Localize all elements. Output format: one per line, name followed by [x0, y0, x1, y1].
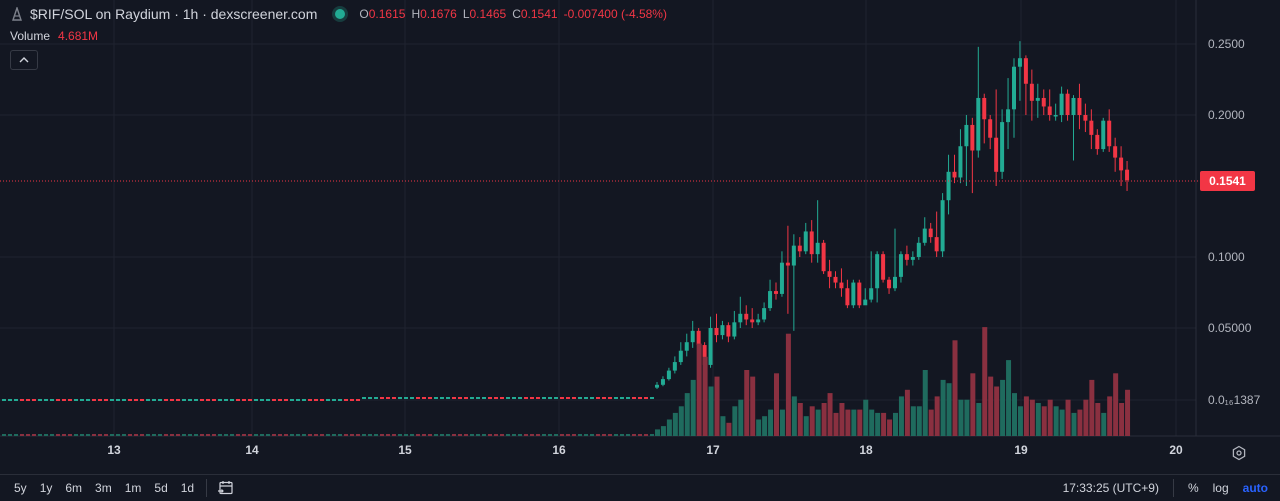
chart-settings-gear-icon[interactable] — [1231, 445, 1247, 461]
range-3m-button[interactable]: 3m — [95, 481, 112, 495]
range-1y-button[interactable]: 1y — [39, 481, 53, 495]
chart-title: $RIF/SOL on Raydium · 1h · dexscreener.c… — [30, 6, 318, 22]
volume-legend: Volume 4.681M — [10, 29, 98, 43]
open-label: O — [359, 7, 369, 21]
ohlc-values: O0.1615 H0.1676 L0.1465 C0.1541 -0.00740… — [359, 7, 667, 21]
time-tick: 17 — [706, 443, 720, 457]
time-tick: 14 — [245, 443, 259, 457]
bottom-toolbar: 5y 1y 6m 3m 1m 5d 1d 17:33:25 (UTC+9) % … — [0, 474, 1280, 501]
toolbar-divider — [206, 479, 208, 497]
go-to-date-calendar-icon[interactable] — [217, 479, 235, 497]
high-value: 0.1676 — [420, 7, 457, 21]
market-open-status-icon — [335, 9, 346, 19]
price-tick: 0.0₁₆1387 — [1208, 393, 1261, 407]
toolbar-divider — [1172, 479, 1174, 497]
time-tick: 15 — [398, 443, 412, 457]
close-label: C — [512, 7, 521, 21]
chart-legend: $RIF/SOL on Raydium · 1h · dexscreener.c… — [10, 6, 667, 22]
range-5d-button[interactable]: 5d — [154, 481, 168, 495]
percent-scale-toggle[interactable]: % — [1187, 481, 1199, 495]
log-scale-toggle[interactable]: log — [1212, 481, 1229, 495]
auto-scale-toggle[interactable]: auto — [1242, 481, 1268, 495]
chevron-up-icon — [19, 57, 29, 63]
volume-label: Volume — [10, 29, 51, 43]
price-tick: 0.1000 — [1208, 250, 1245, 264]
high-label: H — [411, 7, 421, 21]
volume-value: 4.681M — [58, 29, 99, 43]
range-1m-button[interactable]: 1m — [124, 481, 142, 495]
timezone-clock[interactable]: 17:33:25 (UTC+9) — [1062, 481, 1159, 495]
price-change: -0.007400 (-4.58%) — [563, 7, 667, 21]
open-value: 0.1615 — [368, 7, 406, 21]
price-tick: 0.2500 — [1208, 37, 1245, 51]
time-tick: 20 — [1169, 443, 1183, 457]
dexscreener-logo-icon — [12, 7, 22, 21]
time-tick: 16 — [552, 443, 566, 457]
range-1d-button[interactable]: 1d — [180, 481, 195, 495]
range-5y-button[interactable]: 5y — [14, 481, 27, 495]
price-tick: 0.2000 — [1208, 108, 1245, 122]
right-toolbar: 17:33:25 (UTC+9) % log auto — [1063, 475, 1268, 501]
time-tick: 18 — [859, 443, 873, 457]
time-tick: 19 — [1014, 443, 1028, 457]
last-price-label: 0.1541 — [1200, 171, 1255, 191]
collapse-legend-button[interactable] — [10, 50, 38, 70]
low-value: 0.1465 — [469, 7, 507, 21]
price-tick: 0.05000 — [1208, 321, 1252, 335]
close-value: 0.1541 — [520, 7, 558, 21]
time-tick: 13 — [107, 443, 121, 457]
low-label: L — [462, 7, 470, 21]
range-6m-button[interactable]: 6m — [65, 481, 83, 495]
